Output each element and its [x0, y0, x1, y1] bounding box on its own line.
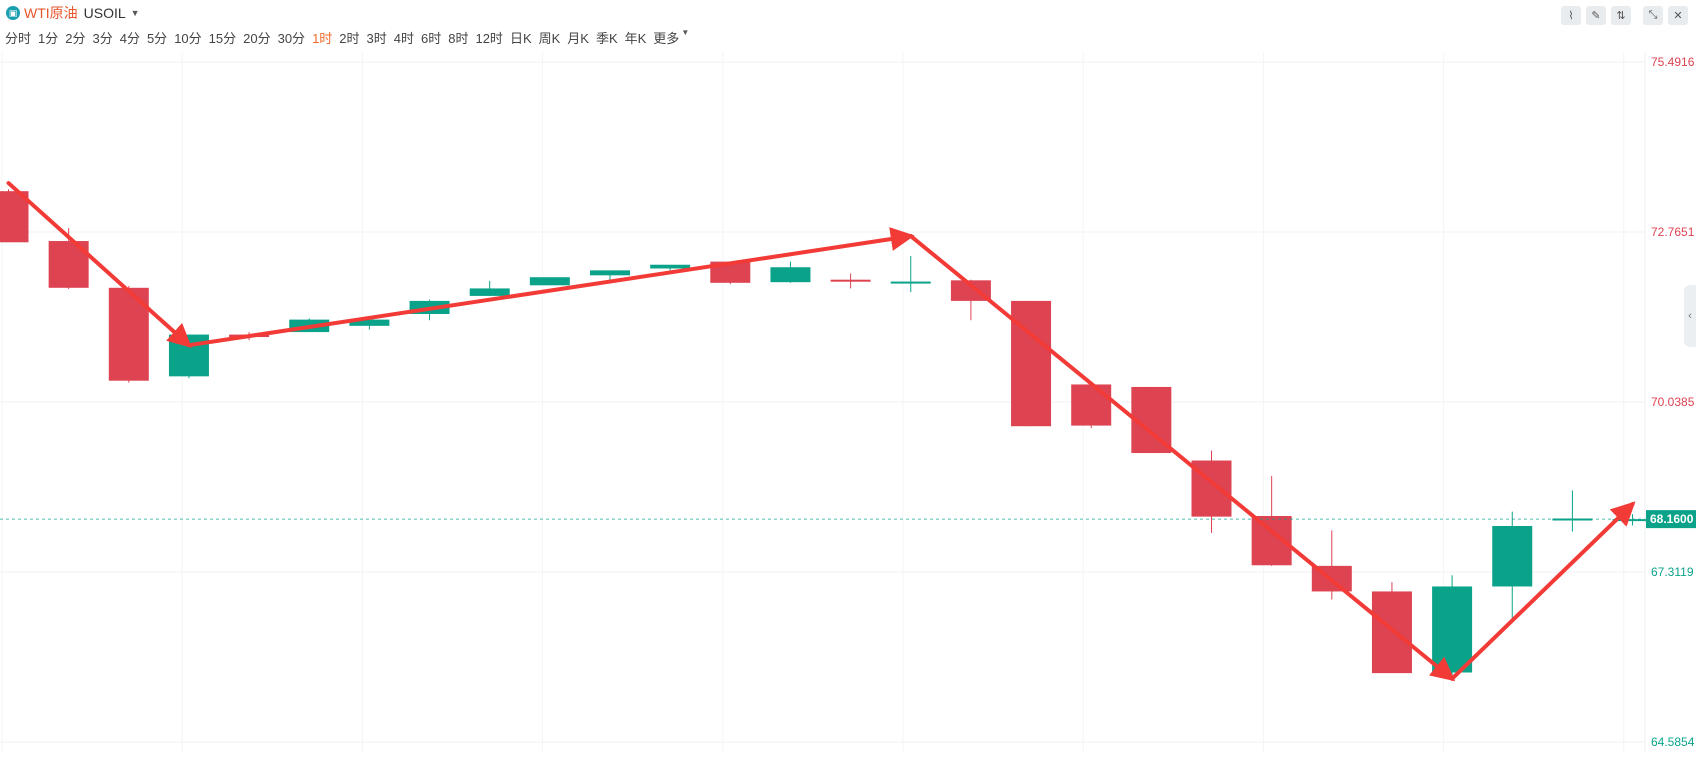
period-tab[interactable]: 20分: [243, 31, 271, 46]
period-tab[interactable]: 30分: [277, 31, 306, 46]
trend-arrow: [1450, 501, 1636, 681]
last-price-label: 68.1600: [1650, 512, 1694, 526]
period-tabs: 分时 1分 2分 3分 4分 5分 10分 15分 20分 30分 1时 2时 3时 4时 6时 8时 12时日…: [5, 28, 689, 47]
period-tab[interactable]: 15分: [208, 31, 237, 46]
period-tab[interactable]: 日K: [509, 31, 532, 46]
chart-header: ▣ WTI原油 USOIL ▼ 分时 1分 2分 3分 4分 5分 10分 15分 20分 30分…: [0, 0, 1696, 52]
candle-body: [469, 288, 510, 296]
chevron-left-icon: ‹: [1688, 310, 1692, 322]
y-tick-label: 72.7651: [1651, 225, 1695, 239]
candle-body: [830, 279, 871, 282]
period-tab[interactable]: 4时: [393, 31, 414, 46]
y-tick-label: 70.0385: [1651, 395, 1695, 409]
period-tab[interactable]: 10分: [174, 31, 202, 46]
indicator-icon[interactable]: ⌇: [1561, 6, 1581, 25]
period-tab[interactable]: 季K: [595, 31, 618, 46]
candle-body: [890, 281, 931, 284]
more-chevron-icon[interactable]: ▼: [681, 28, 690, 37]
close-icon[interactable]: ✕: [1668, 6, 1688, 25]
candle-body: [0, 191, 29, 243]
period-tab[interactable]: 1时: [312, 31, 333, 46]
candle-body: [650, 264, 691, 269]
candle-body: [168, 334, 209, 377]
trend-arrow: [186, 227, 915, 348]
instrument-selector[interactable]: ▣ WTI原油 USOIL ▼: [6, 3, 140, 23]
collapse-panel-button[interactable]: ‹: [1684, 285, 1696, 347]
period-tab[interactable]: 年K: [624, 31, 647, 46]
compare-icon[interactable]: ⇅: [1611, 6, 1631, 25]
period-tab[interactable]: 6时: [421, 31, 442, 46]
candle-body: [1492, 525, 1533, 587]
trend-arrow: [908, 234, 1456, 682]
candle-body: [1011, 300, 1052, 427]
period-tab[interactable]: 3时: [366, 31, 387, 46]
candle-body: [590, 270, 630, 276]
period-tab[interactable]: 12时: [475, 31, 503, 46]
period-tab[interactable]: 周K: [538, 31, 561, 46]
y-tick-label: 67.3119: [1651, 565, 1694, 579]
period-tab[interactable]: 2分: [65, 31, 86, 46]
instrument-name: WTI原油: [24, 5, 78, 21]
period-tab[interactable]: 2时: [339, 31, 360, 46]
period-tab[interactable]: 8时: [448, 31, 469, 46]
candle-body: [1071, 384, 1112, 426]
period-tab[interactable]: 3分: [92, 31, 113, 46]
chevron-down-icon[interactable]: ▼: [130, 8, 140, 18]
candle-body: [710, 261, 751, 283]
period-tab[interactable]: 分时: [5, 31, 32, 46]
trend-arrow: [6, 181, 192, 348]
y-tick-label: 64.5854: [1651, 735, 1695, 749]
y-tick-label: 75.4916: [1651, 55, 1695, 69]
period-tab[interactable]: 更多: [653, 31, 680, 46]
draw-icon[interactable]: ✎: [1586, 6, 1606, 25]
candle-body: [1432, 586, 1473, 673]
period-tab[interactable]: 4分: [119, 31, 140, 46]
instrument-icon: ▣: [6, 6, 20, 20]
period-tab[interactable]: 1分: [38, 31, 59, 46]
chart-toolbar: ⌇ ✎ ⇅ ⤡ ✕: [1556, 6, 1688, 25]
candle-body: [1371, 591, 1412, 674]
candlestick-chart[interactable]: 75.4916 72.7651 70.0385 67.3119 64.5854 68.16…: [0, 52, 1696, 762]
last-price-badge: [1646, 510, 1696, 529]
candle-body: [770, 267, 811, 283]
candle-body: [349, 319, 390, 326]
candle-body: [529, 277, 570, 286]
period-tab[interactable]: 月K: [567, 31, 589, 46]
instrument-code: USOIL: [83, 5, 126, 21]
period-tab[interactable]: 5分: [146, 31, 168, 46]
shrink-icon[interactable]: ⤡: [1643, 6, 1663, 25]
